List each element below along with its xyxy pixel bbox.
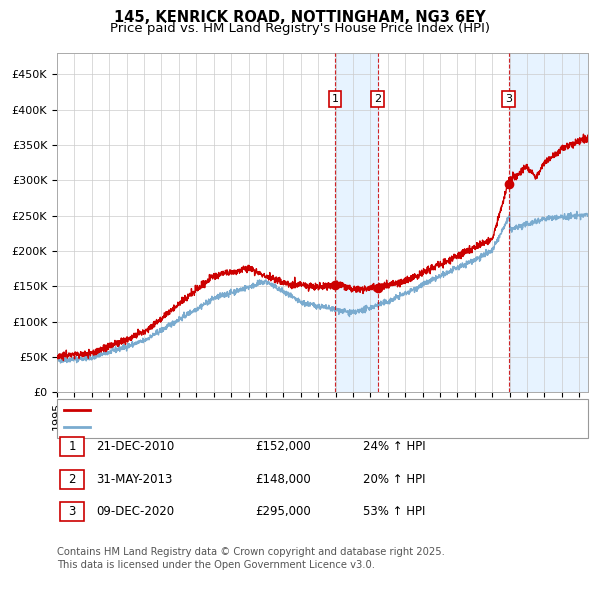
Text: Price paid vs. HM Land Registry's House Price Index (HPI): Price paid vs. HM Land Registry's House … bbox=[110, 22, 490, 35]
Text: 2: 2 bbox=[68, 473, 76, 486]
Text: 31-MAY-2013: 31-MAY-2013 bbox=[96, 473, 172, 486]
Text: £295,000: £295,000 bbox=[255, 505, 311, 518]
Text: This data is licensed under the Open Government Licence v3.0.: This data is licensed under the Open Gov… bbox=[57, 560, 375, 570]
Text: 1: 1 bbox=[68, 440, 76, 453]
Text: 2: 2 bbox=[374, 94, 381, 104]
Text: £148,000: £148,000 bbox=[255, 473, 311, 486]
Text: 145, KENRICK ROAD, NOTTINGHAM, NG3 6EY (semi-detached house): 145, KENRICK ROAD, NOTTINGHAM, NG3 6EY (… bbox=[93, 404, 499, 417]
Text: £152,000: £152,000 bbox=[255, 440, 311, 453]
Text: 09-DEC-2020: 09-DEC-2020 bbox=[96, 505, 174, 518]
Bar bbox=[335, 53, 377, 392]
Text: 20% ↑ HPI: 20% ↑ HPI bbox=[363, 473, 425, 486]
Text: 1: 1 bbox=[332, 94, 338, 104]
Text: Contains HM Land Registry data © Crown copyright and database right 2025.: Contains HM Land Registry data © Crown c… bbox=[57, 547, 445, 557]
Text: 145, KENRICK ROAD, NOTTINGHAM, NG3 6EY: 145, KENRICK ROAD, NOTTINGHAM, NG3 6EY bbox=[114, 10, 486, 25]
Text: 3: 3 bbox=[505, 94, 512, 104]
Text: 3: 3 bbox=[68, 505, 76, 518]
Bar bbox=[509, 53, 588, 392]
Text: 53% ↑ HPI: 53% ↑ HPI bbox=[363, 505, 425, 518]
Text: 21-DEC-2010: 21-DEC-2010 bbox=[96, 440, 174, 453]
Text: HPI: Average price, semi-detached house, Gedling: HPI: Average price, semi-detached house,… bbox=[93, 421, 389, 434]
Text: 24% ↑ HPI: 24% ↑ HPI bbox=[363, 440, 425, 453]
